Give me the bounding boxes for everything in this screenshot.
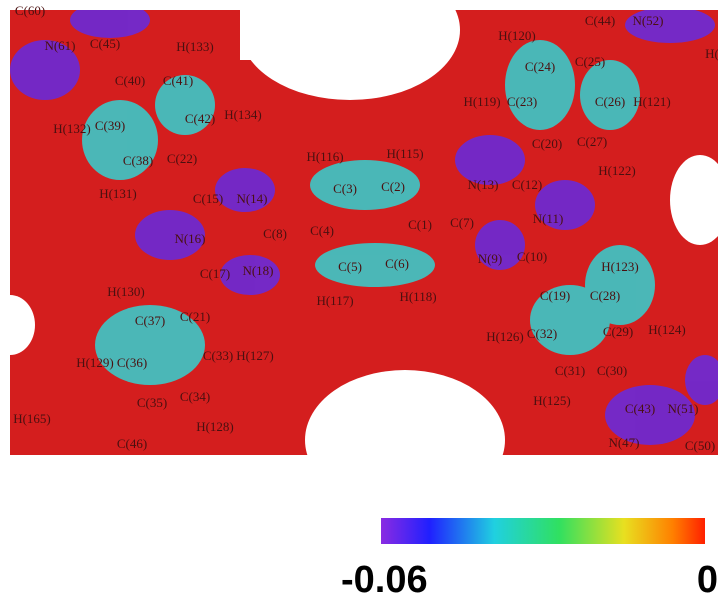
atom-label: H(126) bbox=[486, 329, 524, 344]
atom-label: C(45) bbox=[90, 36, 120, 51]
atom-label: C(32) bbox=[527, 326, 557, 341]
atom-label: C(8) bbox=[263, 226, 287, 241]
atom-label: C(26) bbox=[595, 94, 625, 109]
atom-label: C(2) bbox=[381, 179, 405, 194]
atom-label: C(12) bbox=[512, 177, 542, 192]
atom-label: H(129) bbox=[76, 355, 114, 370]
atom-label: H(133) bbox=[176, 39, 214, 54]
colorbar bbox=[381, 518, 705, 544]
atom-label: C(50) bbox=[685, 438, 715, 453]
atom-label: C(36) bbox=[117, 355, 147, 370]
atom-label: C(31) bbox=[555, 363, 585, 378]
atom-label: H(131) bbox=[99, 186, 137, 201]
atom-label: C(5) bbox=[338, 259, 362, 274]
atom-label: C(29) bbox=[603, 324, 633, 339]
atom-label: C(10) bbox=[517, 249, 547, 264]
atom-label: N(11) bbox=[533, 211, 564, 226]
atom-label: H(130) bbox=[107, 284, 145, 299]
atom-label: N(13) bbox=[467, 177, 498, 192]
colorbar-max: 0 bbox=[697, 559, 718, 596]
atom-label: C(37) bbox=[135, 313, 165, 328]
atom-label: H(125) bbox=[533, 393, 571, 408]
atom-label: H(120) bbox=[498, 28, 536, 43]
atom-label: C(34) bbox=[180, 389, 210, 404]
atom-label: H(122) bbox=[598, 163, 636, 178]
atom-label: N(9) bbox=[478, 251, 503, 266]
atom-label: C(4) bbox=[310, 223, 334, 238]
atom-label: C(17) bbox=[200, 266, 230, 281]
atom-label: C(41) bbox=[163, 73, 193, 88]
atom-label: C(44) bbox=[585, 13, 615, 28]
atom-label: C(24) bbox=[525, 59, 555, 74]
atom-label: C(7) bbox=[450, 215, 474, 230]
atom-label: H(119) bbox=[463, 94, 500, 109]
atom-label: H(115) bbox=[386, 146, 423, 161]
atom-label: H(121) bbox=[633, 94, 671, 109]
atom-label: H(127) bbox=[236, 348, 274, 363]
surface bbox=[0, 0, 718, 510]
atom-label: H(132) bbox=[53, 121, 91, 136]
colorbar-min: -0.06 bbox=[341, 559, 428, 596]
atom-label: C(27) bbox=[577, 134, 607, 149]
atom-label: N(51) bbox=[667, 401, 698, 416]
atom-label: C(35) bbox=[137, 395, 167, 410]
atom-label: C(22) bbox=[167, 151, 197, 166]
atom-label: H(118) bbox=[399, 289, 436, 304]
atom-label: C(46) bbox=[117, 436, 147, 451]
atom-label: N(14) bbox=[236, 191, 267, 206]
atom-label: H(117) bbox=[316, 293, 353, 308]
atom-label: H( bbox=[705, 46, 718, 61]
atom-label: N(47) bbox=[608, 435, 639, 450]
atom-label: N(18) bbox=[242, 263, 273, 278]
atom-label: N(52) bbox=[632, 13, 663, 28]
atom-label: N(16) bbox=[174, 231, 205, 246]
atom-label: H(165) bbox=[13, 411, 51, 426]
atom-label: C(15) bbox=[193, 191, 223, 206]
atom-label: H(123) bbox=[601, 259, 639, 274]
atom-label: C(1) bbox=[408, 217, 432, 232]
atom-label: C(30) bbox=[597, 363, 627, 378]
atom-label: C(43) bbox=[625, 401, 655, 416]
atom-label: C(3) bbox=[333, 181, 357, 196]
atom-label: C(6) bbox=[385, 256, 409, 271]
atom-label: H(134) bbox=[224, 107, 262, 122]
atom-label: N(61) bbox=[44, 38, 75, 53]
atom-label: C(39) bbox=[95, 118, 125, 133]
atom-label: C(23) bbox=[507, 94, 537, 109]
atom-label: H(124) bbox=[648, 322, 686, 337]
atom-label: C(21) bbox=[180, 309, 210, 324]
atom-label: C(25) bbox=[575, 54, 605, 69]
atom-label: C(60) bbox=[15, 3, 45, 18]
atom-label: C(19) bbox=[540, 288, 570, 303]
atom-label: H(128) bbox=[196, 419, 234, 434]
figure: C(60) N(61) C(45) H(133) C(40) C(41) H(132) C(3… bbox=[0, 0, 718, 596]
atom-label: C(38) bbox=[123, 153, 153, 168]
atom-label: C(28) bbox=[590, 288, 620, 303]
atom-label: C(40) bbox=[115, 73, 145, 88]
atom-label: C(20) bbox=[532, 136, 562, 151]
atom-label: H(116) bbox=[306, 149, 343, 164]
atom-label: C(42) bbox=[185, 111, 215, 126]
atom-label: C(33) bbox=[203, 348, 233, 363]
